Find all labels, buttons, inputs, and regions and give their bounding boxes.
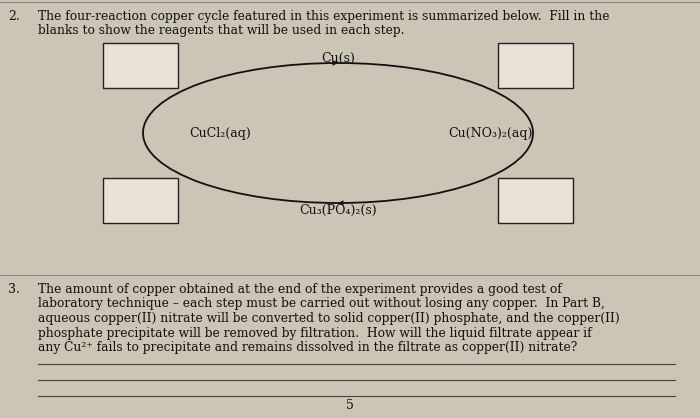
FancyBboxPatch shape bbox=[498, 43, 573, 87]
Text: Cu(NO₃)₂(aq): Cu(NO₃)₂(aq) bbox=[448, 127, 532, 140]
FancyBboxPatch shape bbox=[102, 178, 178, 222]
Text: The four-reaction copper cycle featured in this experiment is summarized below. : The four-reaction copper cycle featured … bbox=[38, 10, 610, 23]
Text: The amount of copper obtained at the end of the experiment provides a good test : The amount of copper obtained at the end… bbox=[38, 283, 561, 296]
Text: aqueous copper(II) nitrate will be converted to solid copper(II) phosphate, and : aqueous copper(II) nitrate will be conve… bbox=[38, 312, 619, 325]
Text: 2.: 2. bbox=[8, 10, 20, 23]
Text: Cu₃(PO₄)₂(s): Cu₃(PO₄)₂(s) bbox=[299, 204, 377, 217]
FancyBboxPatch shape bbox=[498, 178, 573, 222]
FancyBboxPatch shape bbox=[102, 43, 178, 87]
Text: Cu(s): Cu(s) bbox=[321, 51, 355, 64]
Text: 5: 5 bbox=[346, 399, 354, 412]
Text: phosphate precipitate will be removed by filtration.  How will the liquid filtra: phosphate precipitate will be removed by… bbox=[38, 326, 591, 339]
Text: 3.: 3. bbox=[8, 283, 20, 296]
Text: any Cu²⁺ fails to precipitate and remains dissolved in the filtrate as copper(II: any Cu²⁺ fails to precipitate and remain… bbox=[38, 341, 577, 354]
Text: laboratory technique – each step must be carried out without losing any copper. : laboratory technique – each step must be… bbox=[38, 298, 605, 311]
Text: CuCl₂(aq): CuCl₂(aq) bbox=[189, 127, 251, 140]
Text: blanks to show the reagents that will be used in each step.: blanks to show the reagents that will be… bbox=[38, 24, 405, 37]
